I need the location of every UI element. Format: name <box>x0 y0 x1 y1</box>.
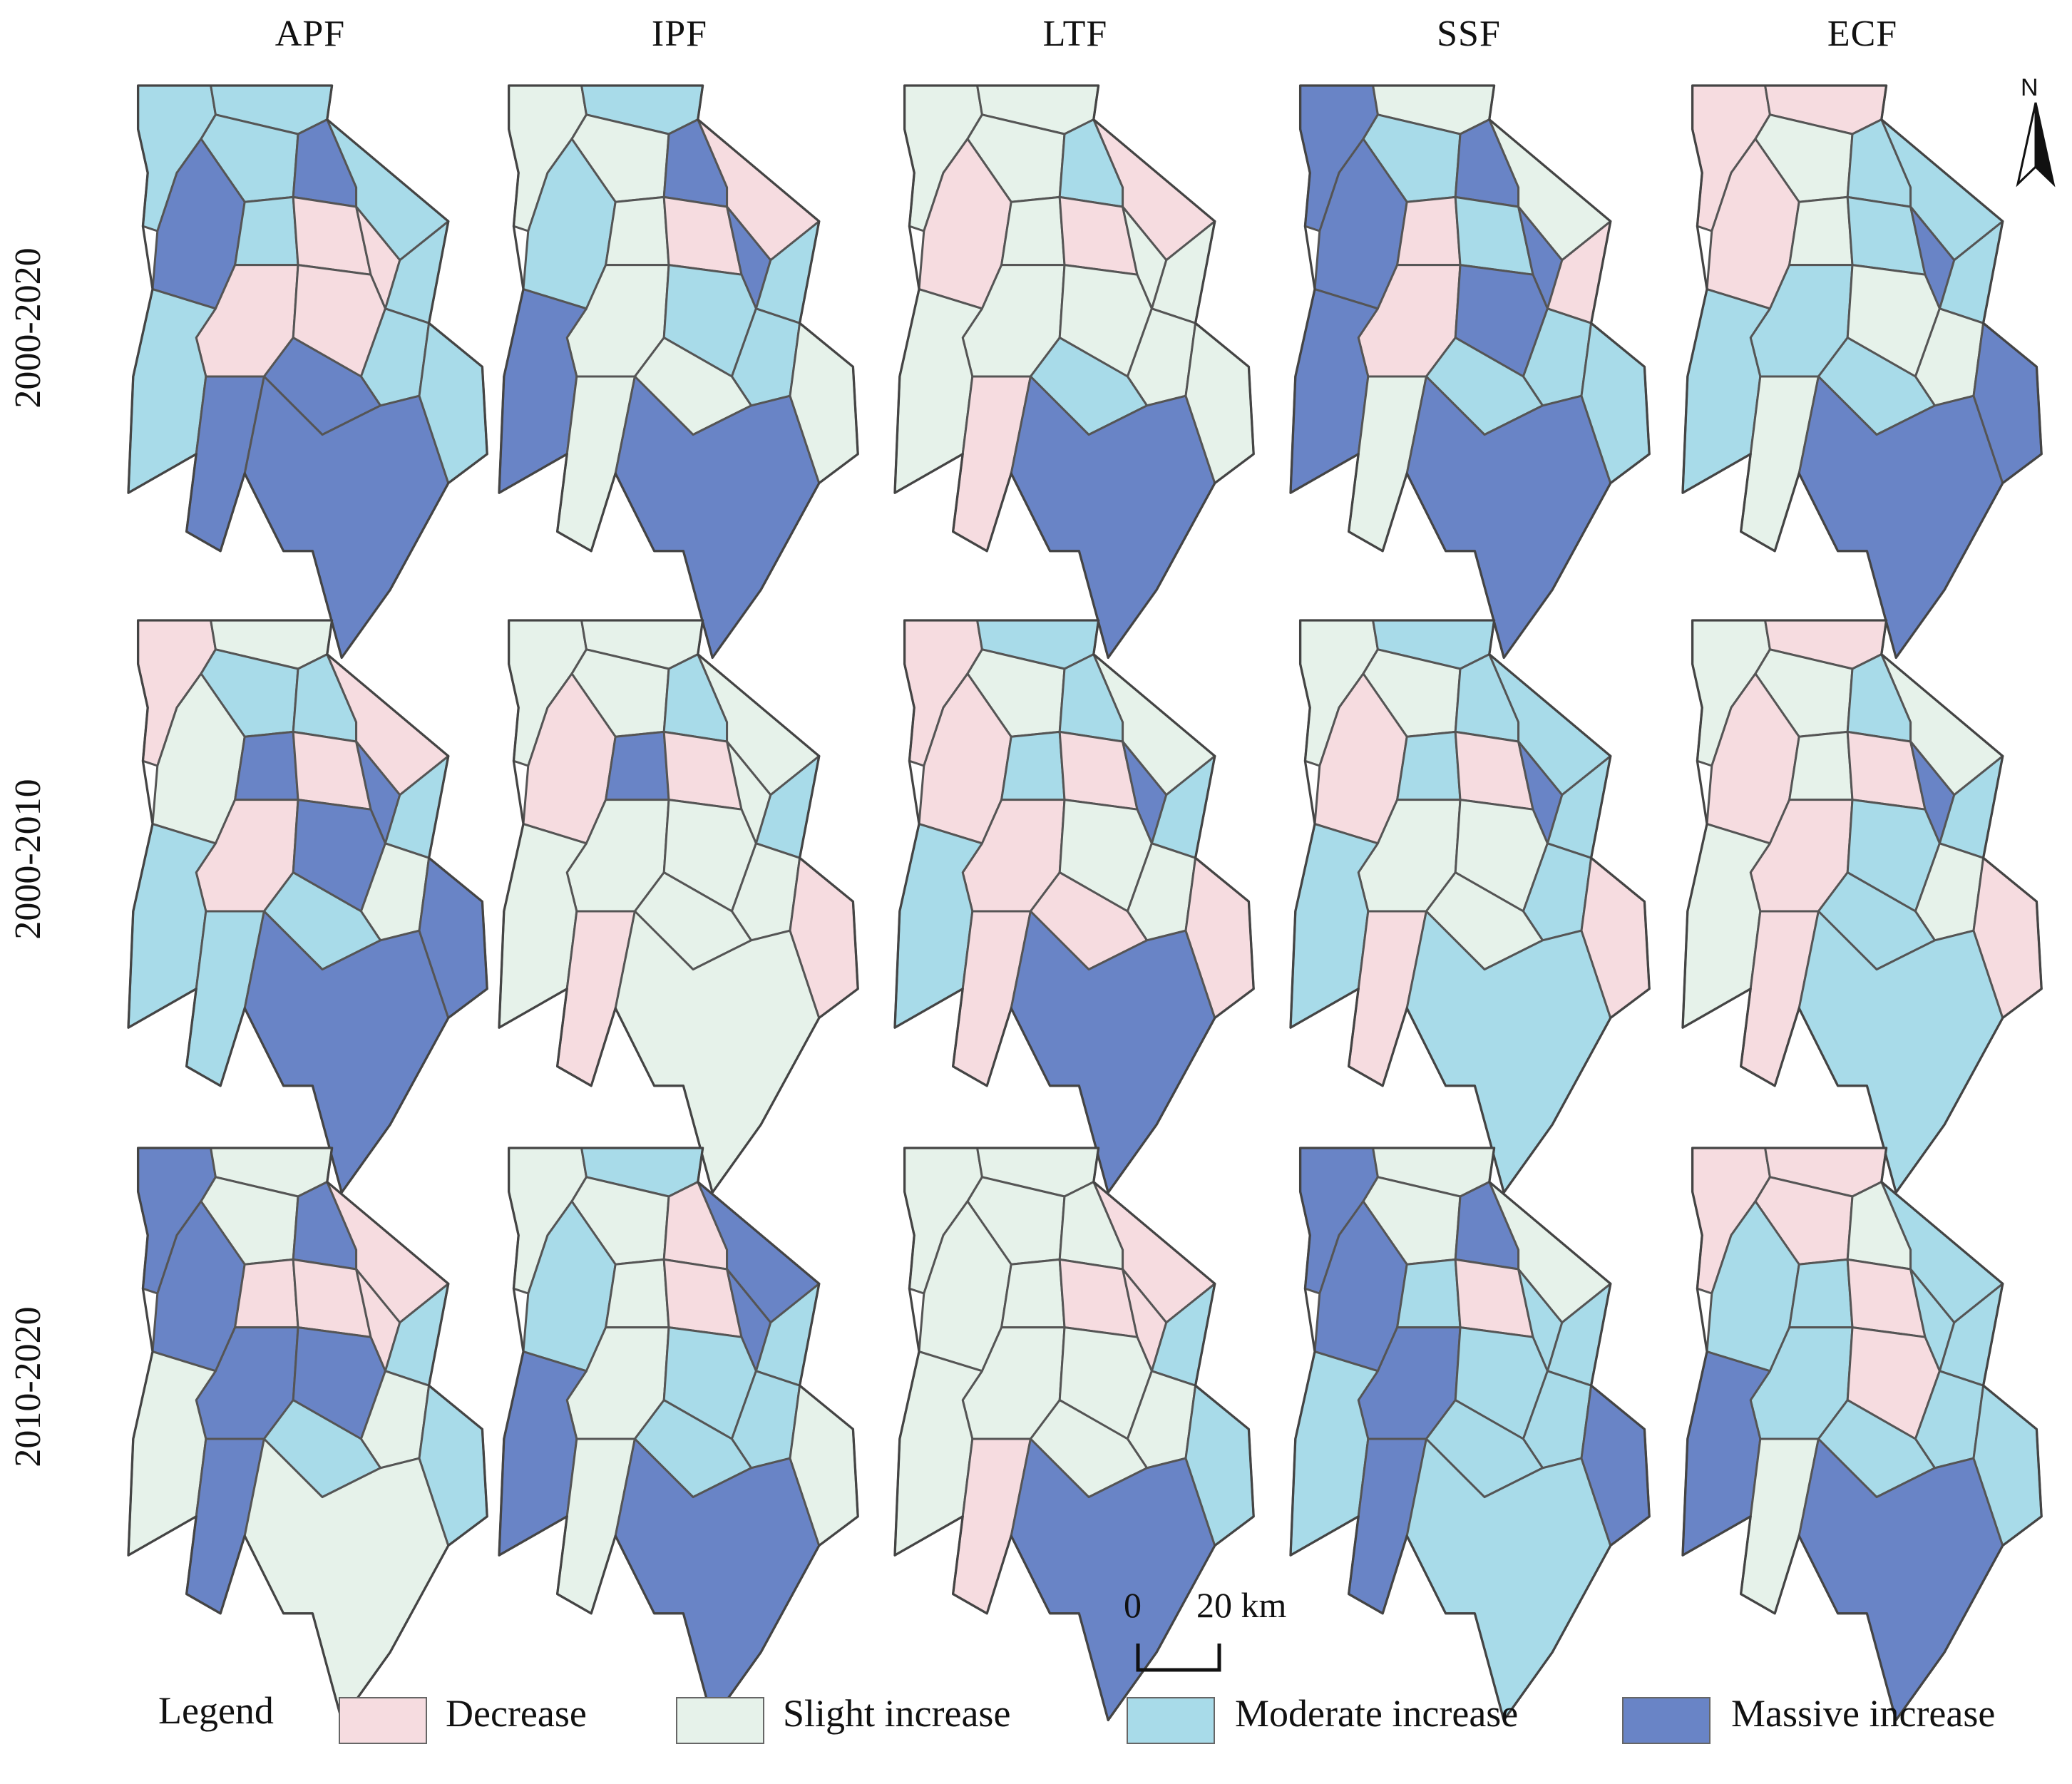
region-center-1 <box>1396 1258 1462 1329</box>
legend-swatch-massive-increase <box>1622 1697 1711 1744</box>
region-center-1 <box>1788 730 1854 801</box>
north-label: N <box>2021 74 2038 101</box>
region-center-1 <box>234 195 299 267</box>
row-title-2000-2010: 2000-2010 <box>8 779 48 940</box>
legend-swatch-decrease <box>339 1697 427 1744</box>
region-center-1 <box>605 195 670 267</box>
map-panel-ltf-2000-2010 <box>893 619 1280 1194</box>
study-area-outline <box>1681 1147 2043 1722</box>
region-center-1 <box>1788 1258 1854 1329</box>
study-area-outline <box>1681 84 2043 660</box>
map-panel-apf-2000-2020 <box>127 84 513 660</box>
region-center-1 <box>605 730 670 801</box>
region-center-1 <box>1000 730 1066 801</box>
map-panel-ltf-2000-2020 <box>893 84 1280 660</box>
map-panel-ecf-2000-2010 <box>1681 619 2068 1194</box>
column-title-ecf: ECF <box>1827 14 1898 54</box>
study-area-outline <box>127 1147 488 1722</box>
map-panel-apf-2000-2010 <box>127 619 513 1194</box>
map-panel-ssf-2000-2020 <box>1289 84 1676 660</box>
map-panel-ipf-2000-2010 <box>498 619 884 1194</box>
scale-zero-label: 0 <box>1124 1585 1142 1625</box>
column-title-apf: APF <box>275 14 346 54</box>
column-title-ssf: SSF <box>1437 14 1501 54</box>
study-area-outline <box>498 84 859 660</box>
study-area-outline <box>1289 84 1651 660</box>
scale-distance-label: 20 km <box>1196 1585 1287 1625</box>
region-center-1 <box>1396 195 1462 267</box>
column-title-ipf: IPF <box>651 14 708 54</box>
north-arrow-icon <box>2016 102 2056 188</box>
study-area-outline <box>1289 1147 1651 1722</box>
study-area-outline <box>127 84 488 660</box>
study-area-outline <box>893 84 1255 660</box>
region-center-1 <box>1000 1258 1066 1329</box>
region-center-1 <box>1396 730 1462 801</box>
column-title-ltf: LTF <box>1042 14 1108 54</box>
study-area-outline <box>498 1147 859 1722</box>
legend-label-massive-increase: Massive increase <box>1731 1692 1996 1735</box>
legend-title: Legend <box>158 1689 274 1732</box>
map-panel-apf-2010-2020 <box>127 1147 513 1722</box>
study-area-outline <box>1681 619 2043 1194</box>
region-center-1 <box>234 730 299 801</box>
map-panel-ecf-2000-2020 <box>1681 84 2068 660</box>
legend-swatch-moderate-increase <box>1127 1697 1215 1744</box>
map-panel-ipf-2010-2020 <box>498 1147 884 1722</box>
region-center-1 <box>234 1258 299 1329</box>
study-area-outline <box>127 619 488 1194</box>
row-title-2010-2020: 2010-2020 <box>8 1306 48 1467</box>
map-panel-ipf-2000-2020 <box>498 84 884 660</box>
study-area-outline <box>498 619 859 1194</box>
region-center-1 <box>1000 195 1066 267</box>
map-panel-ltf-2010-2020 <box>893 1147 1280 1722</box>
region-center-1 <box>1788 195 1854 267</box>
legend-label-slight-increase: Slight increase <box>783 1692 1011 1735</box>
study-area-outline <box>893 619 1255 1194</box>
study-area-outline <box>1289 619 1651 1194</box>
region-center-1 <box>605 1258 670 1329</box>
legend-label-moderate-increase: Moderate increase <box>1235 1692 1519 1735</box>
row-title-2000-2020: 2000-2020 <box>8 247 48 409</box>
map-panel-ssf-2000-2010 <box>1289 619 1676 1194</box>
legend-label-decrease: Decrease <box>446 1692 587 1735</box>
scale-bar <box>1136 1644 1221 1672</box>
study-area-outline <box>893 1147 1255 1722</box>
legend-swatch-slight-increase <box>676 1697 764 1744</box>
map-panel-ssf-2010-2020 <box>1289 1147 1676 1722</box>
map-panel-ecf-2010-2020 <box>1681 1147 2068 1722</box>
